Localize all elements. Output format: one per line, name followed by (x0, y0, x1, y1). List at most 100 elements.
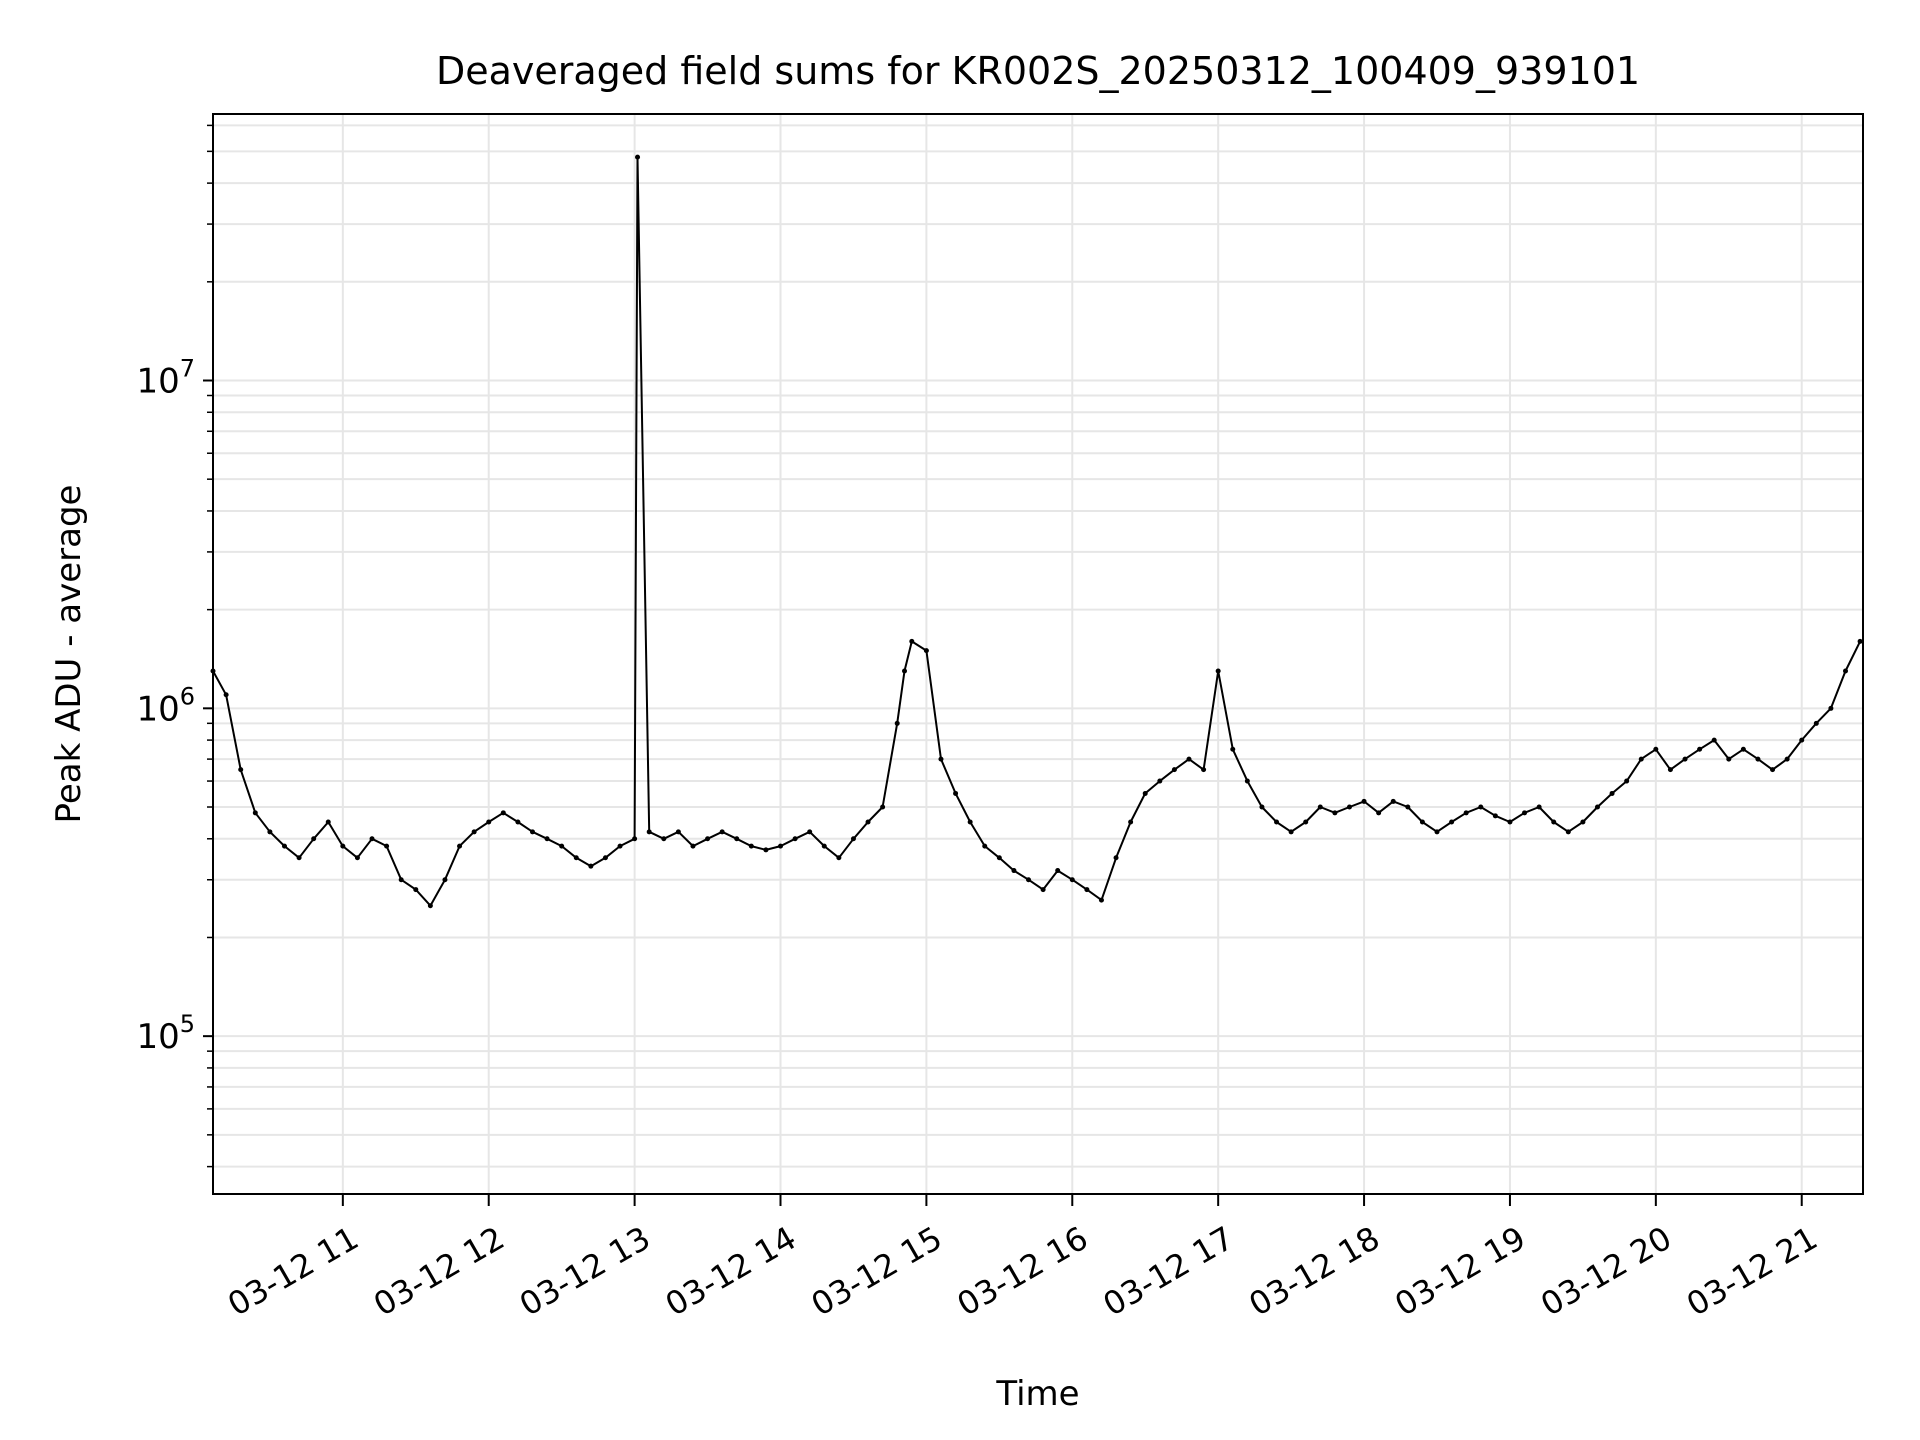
data-point (734, 836, 740, 842)
data-point (748, 843, 754, 849)
series-line (212, 156, 1861, 907)
data-point (836, 855, 842, 861)
data-point (996, 855, 1002, 861)
data-point (1405, 804, 1411, 810)
data-point (1828, 705, 1834, 711)
data-point (1186, 756, 1192, 762)
data-point (1449, 819, 1455, 825)
data-point (1142, 790, 1148, 796)
data-point (1463, 810, 1469, 816)
data-point (705, 836, 711, 842)
data-point (938, 756, 944, 762)
data-point (1157, 778, 1163, 784)
data-point (471, 829, 477, 835)
data-point (1594, 804, 1600, 810)
data-point (763, 847, 769, 853)
y-axis-label: Peak ADU - average (49, 485, 89, 824)
data-point (1317, 804, 1323, 810)
data-point (1376, 810, 1382, 816)
data-point (792, 836, 798, 842)
data-point (573, 855, 579, 861)
data-point (1857, 638, 1863, 644)
data-point (529, 829, 535, 835)
data-point (544, 836, 550, 842)
data-point (1711, 737, 1717, 743)
data-point (559, 843, 565, 849)
data-point (325, 819, 331, 825)
data-point (1580, 819, 1586, 825)
data-point (602, 855, 608, 861)
data-point (427, 903, 433, 909)
data-point (982, 843, 988, 849)
data-point (1361, 798, 1367, 804)
data-point (500, 810, 506, 816)
data-point (690, 843, 696, 849)
data-point (909, 638, 915, 644)
data-point (384, 843, 390, 849)
data-point (1565, 829, 1571, 835)
data-point (311, 836, 317, 842)
data-point (646, 829, 652, 835)
data-point (1784, 756, 1790, 762)
data-point (807, 829, 813, 835)
data-point (1682, 756, 1688, 762)
data-point (267, 829, 273, 835)
data-point (1274, 819, 1280, 825)
data-point (442, 877, 448, 883)
data-point (1842, 668, 1848, 674)
data-point (1040, 887, 1046, 893)
data-point (967, 819, 973, 825)
data-point (1055, 868, 1061, 874)
data-point (1770, 767, 1776, 773)
y-tick-label: 105 (136, 1010, 195, 1057)
data-point (1536, 804, 1542, 810)
data-point (1128, 819, 1134, 825)
x-axis-label: Time (995, 1374, 1079, 1414)
data-point (850, 836, 856, 842)
data-point (1098, 897, 1104, 903)
data-point (1069, 877, 1075, 883)
data-point (1492, 813, 1498, 819)
data-point (1332, 810, 1338, 816)
data-point (1522, 810, 1528, 816)
data-point (923, 648, 929, 654)
data-point (486, 819, 492, 825)
data-point (252, 810, 258, 816)
data-point (340, 843, 346, 849)
data-point (1740, 746, 1746, 752)
data-point (661, 836, 667, 842)
data-point (675, 829, 681, 835)
data-point (617, 843, 623, 849)
data-point (398, 877, 404, 883)
data-point (588, 863, 594, 869)
data-point (1215, 668, 1221, 674)
data-point (1390, 798, 1396, 804)
data-point (457, 843, 463, 849)
data-point (635, 154, 641, 160)
data-point (719, 829, 725, 835)
plot-frame (212, 113, 1864, 1195)
data-point (281, 843, 287, 849)
data-point (1201, 767, 1207, 773)
data-point (1638, 756, 1644, 762)
data-point (238, 767, 244, 773)
data-point (1419, 819, 1425, 825)
data-point (1755, 756, 1761, 762)
data-point (1026, 877, 1032, 883)
data-point (902, 668, 908, 674)
data-point (1813, 720, 1819, 726)
data-point (1799, 737, 1805, 743)
data-point (1507, 819, 1513, 825)
data-point (1551, 819, 1557, 825)
data-point (1259, 804, 1265, 810)
data-point (413, 887, 419, 893)
data-point (1288, 829, 1294, 835)
series-layer (210, 154, 1863, 909)
data-point (632, 836, 638, 842)
data-point (296, 855, 302, 861)
data-point (1171, 767, 1177, 773)
data-point (1113, 855, 1119, 861)
data-point (1726, 756, 1732, 762)
